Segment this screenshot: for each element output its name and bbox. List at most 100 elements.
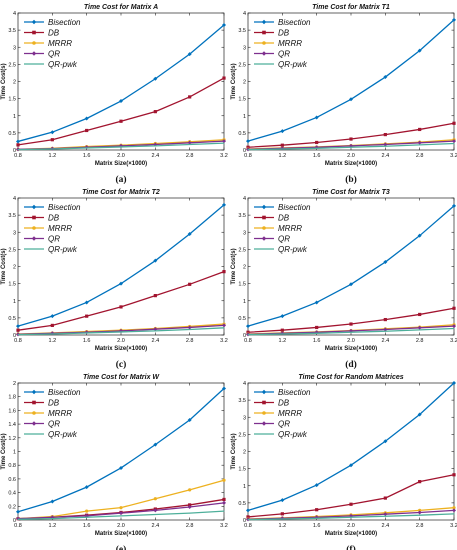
y-axis-label: Time Cost(s) bbox=[1, 63, 7, 99]
data-point-qr-pwk bbox=[419, 514, 421, 516]
x-tick-label: 1.6 bbox=[83, 153, 91, 159]
y-tick-label: 2.5 bbox=[8, 247, 16, 253]
y-tick-label: 4 bbox=[13, 11, 16, 17]
y-tick-label: 1.5 bbox=[238, 467, 246, 473]
data-point-db bbox=[315, 508, 319, 512]
data-point-db bbox=[50, 138, 54, 142]
data-point-qr bbox=[417, 325, 422, 330]
data-point-db bbox=[222, 270, 226, 274]
data-point-qr-pwk bbox=[120, 146, 122, 148]
data-point-bisection bbox=[153, 76, 158, 81]
data-point-qr-pwk bbox=[154, 514, 156, 516]
data-point-bisection bbox=[417, 233, 422, 238]
y-tick-label: 3.5 bbox=[238, 398, 246, 404]
data-point-mrrr bbox=[119, 506, 123, 510]
chart-title: Time Cost for Random Matrices bbox=[298, 374, 403, 381]
series-line-db bbox=[247, 122, 455, 148]
data-point-qr-pwk bbox=[247, 149, 249, 151]
x-tick-label: 0.8 bbox=[244, 153, 252, 159]
data-point-qr-pwk bbox=[120, 515, 122, 517]
y-tick-label: 0.4 bbox=[8, 491, 16, 497]
data-point-qr bbox=[187, 325, 192, 330]
legend-label: MRRR bbox=[278, 39, 302, 48]
x-axis-label: Matrix Size(×1000) bbox=[95, 531, 147, 537]
legend-label: QR-pwk bbox=[48, 60, 78, 69]
y-tick-label: 2 bbox=[243, 450, 246, 456]
x-tick-label: 1.2 bbox=[49, 338, 57, 344]
data-point-mrrr bbox=[85, 509, 89, 513]
x-tick-label: 3.2 bbox=[220, 153, 228, 159]
data-point-qr bbox=[417, 510, 422, 515]
data-point-qr bbox=[452, 139, 456, 144]
series-line-db bbox=[17, 271, 225, 331]
x-tick-label: 2.4 bbox=[382, 338, 390, 344]
x-tick-label: 2.4 bbox=[152, 153, 160, 159]
data-point-db bbox=[188, 503, 192, 507]
x-axis-label: Matrix Size(×1000) bbox=[95, 161, 147, 167]
y-tick-label: 1 bbox=[243, 299, 246, 305]
x-tick-label: 1.2 bbox=[279, 153, 287, 159]
data-point-bisection bbox=[119, 465, 123, 470]
data-point-qr-pwk bbox=[419, 329, 421, 331]
y-tick-label: 0 bbox=[13, 333, 16, 339]
y-tick-label: 1 bbox=[243, 114, 246, 120]
data-point-db bbox=[153, 294, 157, 298]
data-point-qr bbox=[452, 508, 456, 513]
data-point-db bbox=[246, 515, 250, 519]
y-tick-label: 2.5 bbox=[238, 62, 246, 68]
data-point-bisection bbox=[280, 498, 285, 503]
legend-marker bbox=[262, 41, 266, 45]
data-point-qr-pwk bbox=[51, 333, 53, 335]
y-tick-label: 3 bbox=[13, 45, 16, 51]
y-tick-label: 3 bbox=[243, 45, 246, 51]
data-point-bisection bbox=[50, 499, 55, 504]
y-tick-label: 1 bbox=[13, 299, 16, 305]
y-tick-label: 1.6 bbox=[8, 408, 16, 414]
data-point-qr-pwk bbox=[189, 512, 191, 514]
legend-label: QR-pwk bbox=[278, 245, 308, 254]
legend-label: Bisection bbox=[48, 18, 81, 27]
legend-marker bbox=[261, 389, 267, 395]
x-tick-label: 2.4 bbox=[152, 523, 160, 529]
data-point-bisection bbox=[246, 324, 250, 329]
data-point-bisection bbox=[314, 483, 319, 488]
y-tick-label: 3.5 bbox=[238, 28, 246, 34]
x-tick-label: 2.8 bbox=[416, 153, 424, 159]
data-point-bisection bbox=[84, 300, 89, 305]
legend-label: QR bbox=[48, 49, 60, 58]
data-point-bisection bbox=[222, 386, 226, 391]
data-point-qr-pwk bbox=[419, 144, 421, 146]
x-tick-label: 1.6 bbox=[83, 523, 91, 529]
data-point-bisection bbox=[153, 258, 158, 263]
x-tick-label: 2.4 bbox=[382, 153, 390, 159]
y-tick-label: 0.6 bbox=[8, 477, 16, 483]
legend-label: QR bbox=[278, 234, 290, 243]
data-point-bisection bbox=[16, 509, 20, 514]
data-point-mrrr bbox=[452, 506, 456, 510]
y-tick-label: 3 bbox=[243, 230, 246, 236]
y-tick-label: 0.8 bbox=[8, 463, 16, 469]
legend-marker bbox=[261, 51, 267, 56]
data-point-bisection bbox=[187, 52, 192, 57]
x-axis-label: Matrix Size(×1000) bbox=[325, 161, 377, 167]
chart-panel-e: Time Cost for Matrix W 0 0.2 0.4 0.6 0.8 1 1.2 1… bbox=[1, 374, 228, 550]
legend-marker bbox=[261, 236, 267, 241]
data-point-qr-pwk bbox=[384, 330, 386, 332]
y-tick-label: 0.5 bbox=[238, 131, 246, 137]
y-tick-label: 3.5 bbox=[238, 213, 246, 219]
legend-label: Bisection bbox=[48, 203, 81, 212]
data-point-db bbox=[418, 480, 422, 484]
data-point-bisection bbox=[383, 260, 388, 265]
y-tick-label: 1.4 bbox=[8, 422, 16, 428]
chart-panel-f: Time Cost for Random Matrices 0 0.5 1 1.5 2 2.… bbox=[231, 374, 457, 550]
y-tick-label: 1.2 bbox=[8, 436, 16, 442]
y-tick-label: 3 bbox=[13, 230, 16, 236]
y-tick-label: 0 bbox=[13, 148, 16, 154]
series-line-db bbox=[247, 307, 455, 333]
chart-title: Time Cost for Matrix A bbox=[84, 4, 158, 11]
x-tick-label: 1.6 bbox=[313, 153, 321, 159]
data-point-db bbox=[85, 314, 89, 318]
data-point-bisection bbox=[222, 22, 226, 27]
